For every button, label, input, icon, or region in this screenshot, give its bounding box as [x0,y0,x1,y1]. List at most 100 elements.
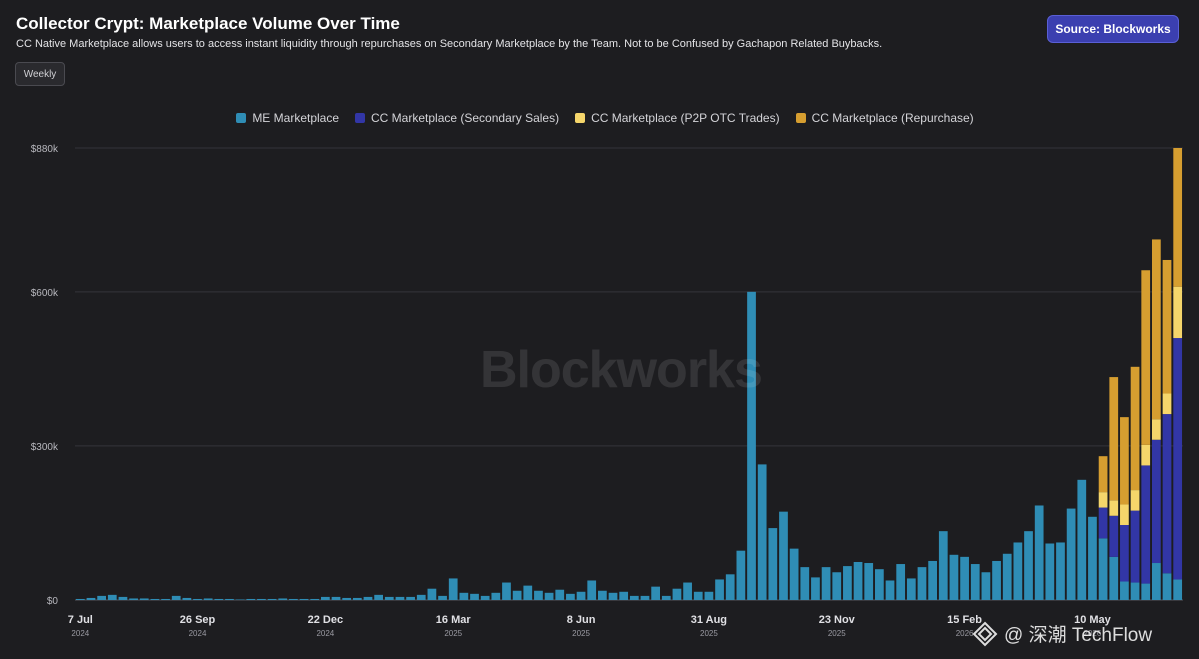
bar-segment-me[interactable] [182,597,192,600]
legend-item-cc-secondary[interactable]: CC Marketplace (Secondary Sales) [355,111,559,125]
bar-segment-me[interactable] [1002,553,1012,600]
bar-segment-me[interactable] [1173,579,1183,600]
bar-segment-me[interactable] [523,585,533,600]
bar-segment-me[interactable] [981,572,991,600]
bar-segment-me[interactable] [800,567,810,600]
bar-segment-me[interactable] [949,554,959,600]
bar-segment-me[interactable] [597,590,607,600]
bar-segment-me[interactable] [193,598,202,600]
bar-segment-me[interactable] [86,597,96,600]
bar-segment-me[interactable] [1024,531,1033,600]
bar-segment-cc-secondary[interactable] [1098,507,1108,539]
bar-segment-me[interactable] [725,574,735,600]
bar-segment-me[interactable] [651,586,661,600]
bar-segment-cc-repurchase[interactable] [1109,377,1119,501]
bar-segment-me[interactable] [289,598,298,600]
bar-segment-me[interactable] [874,569,884,600]
bar-segment-me[interactable] [534,590,543,600]
bar-segment-me[interactable] [150,598,160,600]
bar-segment-me[interactable] [374,594,384,600]
legend-item-cc-repurchase[interactable]: CC Marketplace (Repurchase) [795,111,974,125]
bar-segment-cc-secondary[interactable] [1141,465,1151,584]
bar-segment-cc-p2p[interactable] [1173,286,1183,339]
bar-segment-me[interactable] [832,572,842,600]
bar-segment-me[interactable] [171,595,181,600]
bar-segment-me[interactable] [960,556,969,600]
bar-segment-me[interactable] [267,598,277,600]
bar-segment-me[interactable] [1130,582,1140,600]
bar-segment-me[interactable] [896,564,906,600]
bar-segment-me[interactable] [1013,542,1023,600]
bar-segment-me[interactable] [427,588,437,600]
bar-segment-me[interactable] [1098,538,1108,600]
bar-segment-me[interactable] [1151,563,1161,600]
bar-segment-cc-repurchase[interactable] [1151,239,1161,420]
bar-segment-me[interactable] [928,560,938,600]
bar-segment-cc-secondary[interactable] [1120,525,1129,582]
bar-segment-me[interactable] [470,593,479,600]
bar-segment-me[interactable] [885,580,895,600]
bar-segment-me[interactable] [310,598,320,600]
bar-segment-cc-secondary[interactable] [1173,338,1183,580]
bar-segment-me[interactable] [917,567,927,600]
bar-segment-me[interactable] [480,595,490,600]
bar-segment-me[interactable] [811,577,820,600]
bar-segment-cc-secondary[interactable] [1109,515,1119,557]
bar-segment-me[interactable] [235,599,245,600]
bar-segment-cc-p2p[interactable] [1109,500,1119,516]
bar-segment-cc-repurchase[interactable] [1141,270,1151,445]
bar-segment-me[interactable] [853,561,863,600]
bar-segment-me[interactable] [257,598,266,600]
bar-segment-me[interactable] [502,582,511,600]
bar-segment-me[interactable] [278,598,288,600]
bar-segment-me[interactable] [704,591,714,600]
bar-segment-me[interactable] [715,579,724,600]
bar-segment-me[interactable] [384,596,394,600]
bar-segment-me[interactable] [821,567,831,600]
bar-segment-me[interactable] [1120,581,1129,600]
bar-segment-me[interactable] [661,595,671,600]
bar-segment-me[interactable] [352,597,362,600]
bar-segment-cc-secondary[interactable] [1162,414,1172,574]
source-badge[interactable]: Source: Blockworks [1047,15,1179,43]
bar-segment-me[interactable] [555,589,565,600]
bar-segment-me[interactable] [161,598,170,600]
bar-segment-me[interactable] [768,528,778,600]
bar-segment-me[interactable] [342,597,352,600]
bar-segment-me[interactable] [619,591,629,600]
bar-segment-me[interactable] [1109,556,1119,600]
bar-segment-cc-p2p[interactable] [1098,492,1108,508]
bar-segment-cc-repurchase[interactable] [1130,366,1140,491]
bar-segment-cc-p2p[interactable] [1151,419,1161,440]
bar-segment-me[interactable] [139,598,149,600]
legend-item-me-marketplace[interactable]: ME Marketplace [236,111,339,125]
bar-segment-cc-p2p[interactable] [1130,490,1140,511]
bar-segment-me[interactable] [747,291,756,600]
bar-segment-me[interactable] [331,596,341,600]
bar-segment-me[interactable] [214,598,224,600]
bar-segment-me[interactable] [395,596,405,600]
bar-segment-me[interactable] [299,598,309,600]
bar-segment-me[interactable] [459,592,469,600]
bar-segment-cc-secondary[interactable] [1151,439,1161,564]
bar-segment-me[interactable] [320,596,330,600]
bar-segment-cc-repurchase[interactable] [1162,259,1172,394]
bar-segment-me[interactable] [566,593,575,600]
bar-segment-me[interactable] [640,595,650,600]
bar-segment-me[interactable] [789,548,799,600]
bar-segment-me[interactable] [843,566,852,600]
legend-item-cc-p2p[interactable]: CC Marketplace (P2P OTC Trades) [575,111,780,125]
bar-segment-me[interactable] [1162,573,1172,600]
bar-segment-me[interactable] [970,564,980,600]
bar-segment-me[interactable] [629,595,639,600]
bar-segment-cc-p2p[interactable] [1162,393,1172,415]
bar-segment-me[interactable] [1141,583,1151,600]
bar-segment-me[interactable] [779,511,788,600]
bar-segment-me[interactable] [406,596,415,600]
bar-segment-cc-repurchase[interactable] [1120,417,1129,505]
bar-segment-me[interactable] [118,596,128,600]
bar-segment-me[interactable] [225,598,234,600]
bar-segment-me[interactable] [757,464,767,600]
bar-segment-me[interactable] [1077,479,1087,600]
bar-segment-me[interactable] [1056,542,1065,600]
